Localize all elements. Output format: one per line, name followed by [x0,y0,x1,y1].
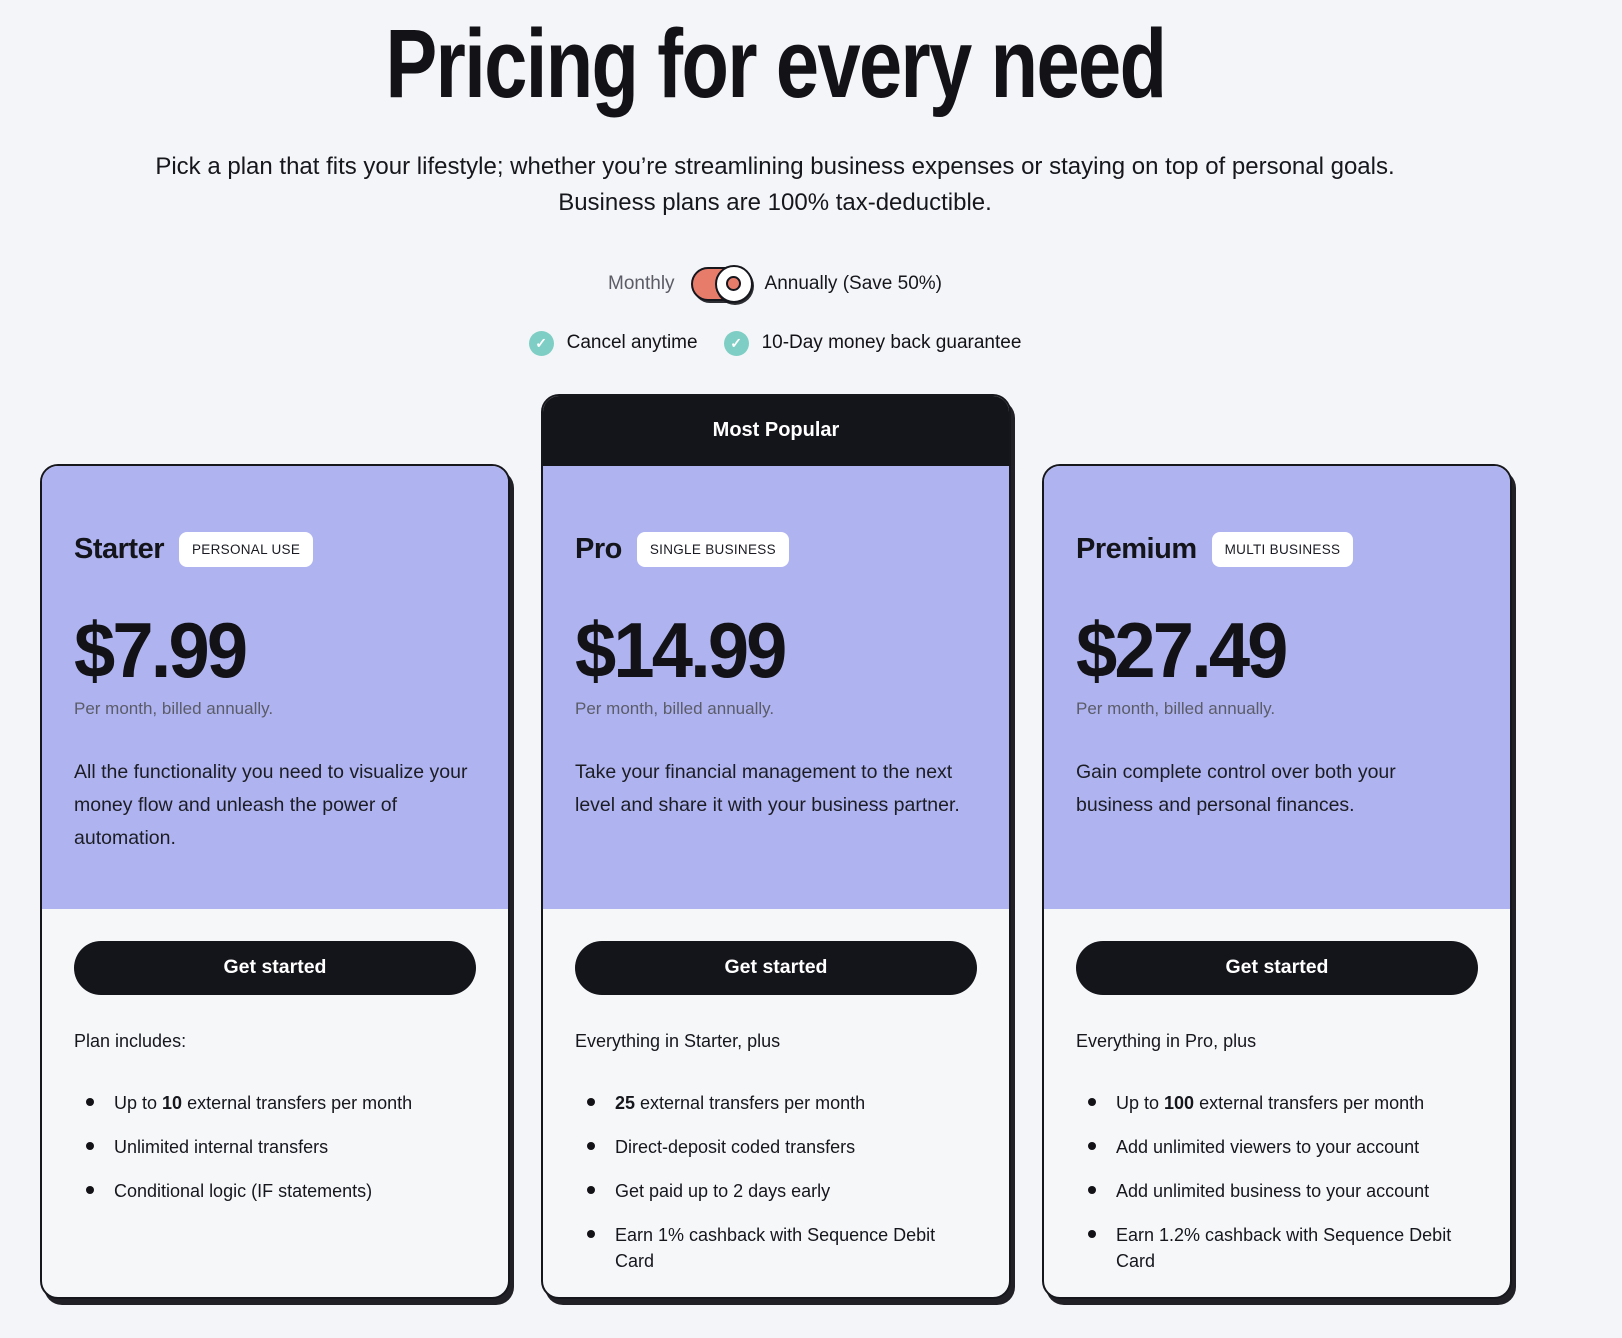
annually-label[interactable]: Annually (Save 50%) [764,272,942,294]
feature-item: Get paid up to 2 days early [587,1178,977,1204]
plan-card-starter: Starter PERSONAL USE $7.99 Per month, bi… [40,463,510,1299]
page-subtitle: Pick a plan that fits your lifestyle; wh… [155,152,1395,216]
feature-item: Up to 100 external transfers per month [1088,1090,1478,1116]
plan-name: Starter [74,532,165,565]
bullet-icon [86,1097,94,1106]
billing-toggle-row: Monthly Annually (Save 50%) [0,264,1550,303]
plan-description: All the functionality you need to visual… [74,760,468,850]
bullet-icon [587,1230,595,1239]
get-started-button[interactable]: Get started [1076,940,1478,995]
plan-card-body: Get started Everything in Pro, plus Up t… [1044,909,1510,1297]
monthly-label[interactable]: Monthly [608,272,675,294]
hero-section: Pricing for every need Pick a plan that … [0,9,1550,356]
page-title: Pricing for every need [385,9,1167,118]
guarantee-label: Cancel anytime [566,332,698,354]
plan-title-row: Premium MULTI BUSINESS [1076,531,1478,567]
bullet-icon [1088,1141,1096,1150]
plan-name: Pro [575,532,622,565]
features-intro: Everything in Pro, plus [1076,1030,1257,1051]
plan-name: Premium [1076,532,1197,565]
bullet-icon [1088,1097,1096,1106]
feature-item: Conditional logic (IF statements) [86,1178,476,1204]
check-circle-icon: ✓ [723,330,749,356]
plan-card-premium: Premium MULTI BUSINESS $27.49 Per month,… [1042,463,1512,1299]
feature-item: Add unlimited viewers to your account [1088,1134,1478,1160]
bullet-icon [587,1186,595,1195]
bullet-icon [1088,1230,1096,1239]
plan-title-row: Starter PERSONAL USE [74,531,476,567]
plan-description: Gain complete control over both your bus… [1076,760,1396,817]
guarantee-money-back: ✓ 10-Day money back guarantee [723,330,1022,356]
plan-description: Take your financial management to the ne… [575,760,960,817]
features-list: 25 external transfers per month Direct-d… [575,1090,977,1274]
bullet-icon [587,1141,595,1150]
bullet-icon [86,1141,94,1150]
plan-card-header: Premium MULTI BUSINESS $27.49 Per month,… [1044,465,1510,909]
check-circle-icon: ✓ [528,330,554,356]
plan-badge: SINGLE BUSINESS [636,531,789,567]
billing-note: Per month, billed annually. [74,698,274,718]
guarantees-row: ✓ Cancel anytime ✓ 10-Day money back gua… [0,330,1550,356]
toggle-knob-dot-icon [726,276,742,292]
plan-card-body: Get started Everything in Starter, plus … [543,909,1009,1297]
toggle-knob-icon [714,264,753,303]
billing-note: Per month, billed annually. [1076,698,1276,718]
plan-badge: PERSONAL USE [179,531,314,567]
pricing-page: Pricing for every need Pick a plan that … [0,9,1550,1299]
guarantee-cancel-anytime: ✓ Cancel anytime [528,330,698,356]
billing-note: Per month, billed annually. [575,698,775,718]
plan-price: $27.49 [1076,605,1288,694]
features-list: Up to 100 external transfers per month A… [1076,1090,1478,1274]
features-intro: Plan includes: [74,1030,187,1051]
get-started-button[interactable]: Get started [575,940,977,995]
bullet-icon [587,1097,595,1106]
plan-card-pro: Most Popular Pro SINGLE BUSINESS $14.99 … [541,393,1011,1299]
feature-item: Add unlimited business to your account [1088,1178,1478,1204]
features-list: Up to 10 external transfers per month Un… [74,1090,476,1204]
plan-badge: MULTI BUSINESS [1211,531,1354,567]
feature-item: Earn 1% cashback with Sequence Debit Car… [587,1222,977,1274]
features-intro: Everything in Starter, plus [575,1030,781,1051]
get-started-button[interactable]: Get started [74,940,476,995]
plan-price: $14.99 [575,605,787,694]
plan-card-body: Get started Plan includes: Up to 10 exte… [42,909,508,1297]
bullet-icon [1088,1186,1096,1195]
plan-card-header: Pro SINGLE BUSINESS $14.99 Per month, bi… [543,465,1009,909]
billing-period-toggle[interactable] [690,264,753,303]
plan-title-row: Pro SINGLE BUSINESS [575,531,977,567]
plan-card-header: Starter PERSONAL USE $7.99 Per month, bi… [42,465,508,909]
feature-item: Unlimited internal transfers [86,1134,476,1160]
feature-item: Up to 10 external transfers per month [86,1090,476,1116]
most-popular-banner: Most Popular [543,395,1009,466]
plan-price: $7.99 [74,605,248,694]
feature-item: Earn 1.2% cashback with Sequence Debit C… [1088,1222,1478,1274]
bullet-icon [86,1186,94,1195]
pricing-cards: Starter PERSONAL USE $7.99 Per month, bi… [0,393,1550,1299]
feature-item: Direct-deposit coded transfers [587,1134,977,1160]
guarantee-label: 10-Day money back guarantee [761,332,1022,354]
feature-item: 25 external transfers per month [587,1090,977,1116]
